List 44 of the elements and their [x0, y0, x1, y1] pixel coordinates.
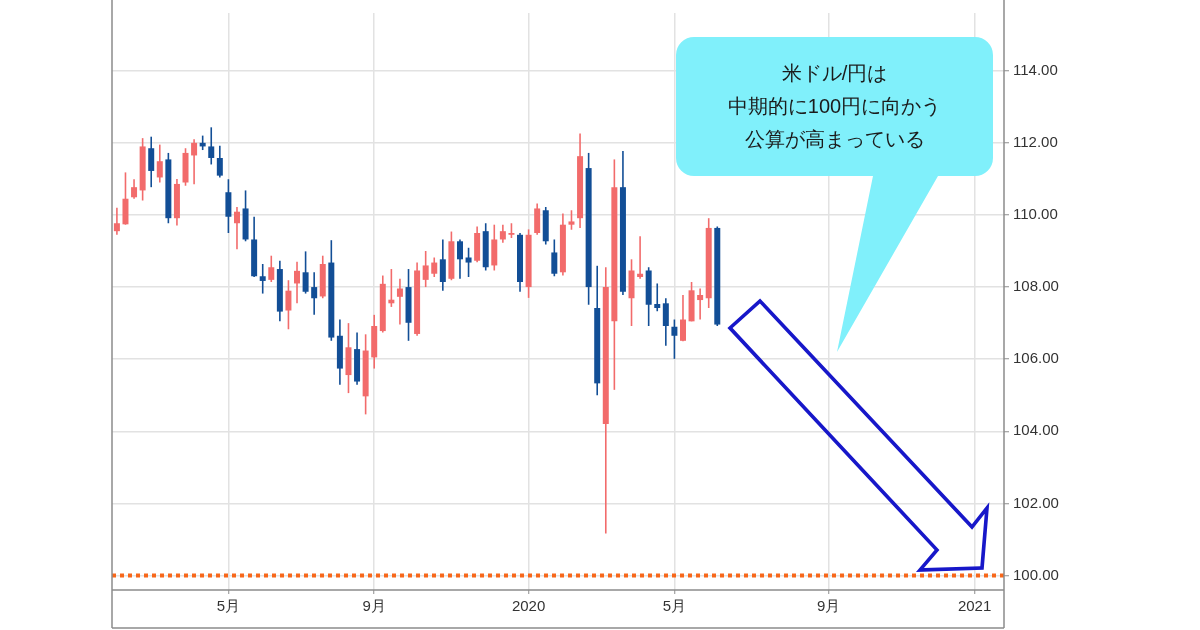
candlestick [439, 238, 446, 292]
candlestick [156, 143, 163, 184]
y-tick-label: 112.00 [1013, 132, 1058, 150]
x-tick-label: 5月 [216, 597, 241, 615]
x-tick-label: 2021 [957, 597, 992, 615]
candlestick [216, 144, 223, 179]
candlestick [294, 261, 301, 305]
candlestick [637, 235, 644, 280]
x-tick-label: 9月 [362, 597, 386, 615]
candlestick [422, 250, 429, 288]
y-tick-label: 110.00 [1013, 205, 1058, 223]
candlestick [671, 318, 678, 360]
candlestick [697, 287, 704, 321]
candlestick [148, 135, 155, 188]
y-tick-label: 114.00 [1013, 60, 1058, 78]
candlestick [499, 223, 506, 244]
candlestick [268, 254, 275, 283]
candlestick [208, 126, 215, 166]
candlestick [113, 206, 120, 236]
candlestick [285, 279, 292, 331]
y-tick-label: 102.00 [1013, 493, 1059, 511]
candlestick [465, 246, 472, 278]
y-tick-label: 108.00 [1013, 277, 1059, 295]
y-tick-label: 104.00 [1013, 421, 1059, 439]
candlestick [302, 250, 309, 295]
y-tick-label: 100.00 [1013, 565, 1059, 583]
candlestick [679, 294, 686, 342]
candlestick [311, 271, 318, 316]
candlestick [551, 238, 558, 278]
candlestick [233, 206, 240, 251]
candlestick [456, 238, 463, 280]
candlestick [396, 277, 403, 326]
candlestick [568, 209, 575, 231]
candlestick [662, 297, 669, 347]
candlestick [131, 178, 138, 200]
candlestick [654, 282, 661, 313]
x-tick-label: 2020 [511, 597, 546, 615]
y-tick-label: 106.00 [1013, 349, 1059, 367]
candlestick [259, 263, 266, 295]
candlestick [431, 256, 438, 278]
x-tick-label: 5月 [662, 597, 687, 615]
candlestick [191, 138, 198, 186]
annotation: 米ドル/円は中期的に100円に向かう公算が高まっている [727, 61, 942, 152]
x-tick-label: 9月 [817, 597, 841, 615]
